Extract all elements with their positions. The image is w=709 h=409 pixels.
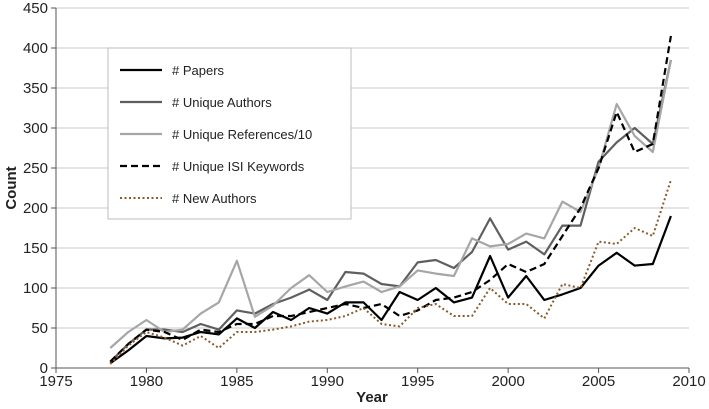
y-tick-label: 100	[23, 280, 48, 297]
y-axis-title: Count	[3, 166, 20, 209]
x-tick-label: 1990	[311, 373, 344, 390]
legend-label-5: # New Authors	[172, 191, 257, 206]
y-tick-label: 0	[40, 360, 48, 377]
x-axis-title: Year	[356, 389, 388, 406]
series-line-4	[109, 35, 672, 363]
x-tick-label: 1975	[39, 373, 72, 390]
y-tick-label: 300	[23, 120, 48, 137]
legend-label-2: # Unique Authors	[172, 95, 272, 110]
x-axis-tick-labels: 1975 1980 1985 1990 1995 2000 2005 2010	[39, 373, 705, 390]
data-series	[109, 35, 672, 365]
x-tick-label: 2000	[491, 373, 524, 390]
y-tick-label: 150	[23, 240, 48, 257]
series-line-5	[109, 179, 672, 365]
legend: # Papers # Unique Authors # Unique Referen…	[107, 47, 352, 220]
legend-label-4: # Unique ISI Keywords	[172, 159, 305, 174]
series-line-2	[109, 59, 672, 363]
x-tick-label: 2010	[672, 373, 705, 390]
y-tick-label: 200	[23, 200, 48, 217]
y-tick-label: 400	[23, 40, 48, 57]
y-tick-label: 250	[23, 160, 48, 177]
x-tick-label: 1980	[130, 373, 163, 390]
y-tick-label: 450	[23, 0, 48, 17]
x-tick-label: 2005	[582, 373, 615, 390]
y-axis-tick-labels: 0 50 100 150 200 250 300 350 400 450	[23, 0, 48, 377]
x-tick-label: 1985	[220, 373, 253, 390]
series-line-1	[109, 215, 672, 365]
y-tick-label: 50	[31, 320, 48, 337]
axes	[51, 7, 690, 373]
x-tick-label: 1995	[401, 373, 434, 390]
y-tick-label: 350	[23, 80, 48, 97]
legend-label-1: # Papers	[172, 63, 225, 78]
legend-label-3: # Unique References/10	[172, 127, 312, 142]
series-line-3	[109, 59, 672, 349]
